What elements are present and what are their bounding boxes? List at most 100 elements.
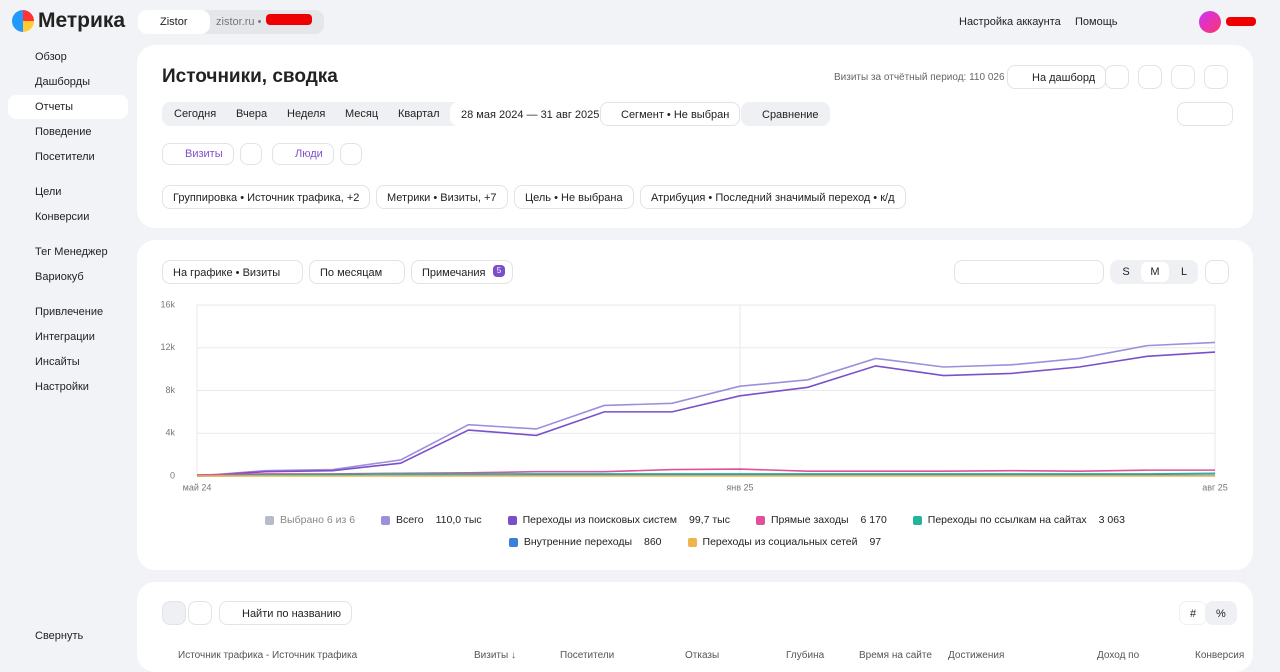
date-range[interactable]: 28 мая 2024 — 31 авг 2025 [450,102,610,126]
legend-label: Переходы из поисковых систем [523,514,677,526]
column-header[interactable]: Глубина [786,650,824,661]
filter[interactable]: Атрибуция • Последний значимый переход •… [640,185,906,209]
y-tick-label: 4k [165,428,175,438]
legend-label: Всего [396,514,424,526]
header-link[interactable]: Настройка аккаунта [959,16,1061,28]
legend-item[interactable]: Всего 110,0 тыс [381,513,482,527]
search[interactable]: Найти по названию [219,601,352,625]
y-tick-label: 16k [160,299,175,309]
period-button[interactable]: Месяц [335,102,388,126]
counter-name: Zistor [160,16,188,28]
export-button[interactable] [1105,65,1129,89]
comparison-button[interactable]: Сравнение [741,102,830,126]
nav-item[interactable]: Цели [8,180,128,204]
link-button[interactable] [1171,65,1195,89]
add-button[interactable] [240,143,262,165]
legend-label: Прямые заходы [771,514,849,526]
logo[interactable]: Метрика [38,9,125,33]
period-button[interactable]: Неделя [277,102,335,126]
avatar[interactable] [1199,11,1221,33]
legend-item[interactable]: Переходы из поисковых систем 99,7 тыс [508,513,730,527]
legend-total: 97 [869,536,881,548]
legend-selected-label: Выбрано 6 из 6 [280,514,355,526]
legend-item[interactable]: Переходы по ссылкам на сайтах 3 063 [913,513,1125,527]
period-button[interactable]: Квартал [388,102,450,126]
nav-item[interactable]: Отчеты [8,95,128,119]
legend-swatch [688,538,697,547]
mode-percent[interactable]: % [1205,601,1237,625]
header-link[interactable]: Помощь [1075,16,1118,28]
settings-badge[interactable]: 100% [1177,102,1233,126]
nav-item[interactable]: Интеграции [8,325,128,349]
legend-total: 99,7 тыс [689,514,730,526]
column-header[interactable]: Визиты ↓ [474,650,516,661]
logo-icon [12,10,34,32]
history-button[interactable] [1138,65,1162,89]
legend-item[interactable]: Переходы из социальных сетей 97 [688,535,882,549]
page: Метрика {"header":{"logo":"Метрика","cou… [0,0,1280,655]
period-button[interactable]: Вчера [226,102,277,126]
mode-count[interactable]: # [1179,601,1207,625]
legend-item[interactable]: Внутренние переходы 860 [509,535,662,549]
report-title: Источники, сводка [162,66,338,88]
redaction [266,14,312,25]
chip[interactable]: Визиты [162,143,234,165]
view-list[interactable] [188,601,212,625]
nav-item[interactable]: Обзор [8,45,128,69]
legend-total: 3 063 [1099,514,1125,526]
legend-checkbox[interactable] [265,516,274,525]
view-tree[interactable] [162,601,186,625]
x-tick-label: янв 25 [726,482,753,492]
legend-swatch [756,516,765,525]
site-name: zistor.ru • [216,16,261,28]
nav-item[interactable]: Вариокуб [8,265,128,289]
add-button[interactable] [340,143,362,165]
column-header[interactable]: Конверсия [1195,650,1244,661]
nav-item[interactable]: Настройки [8,375,128,399]
counter-pill[interactable]: Zistor zistor.ru • [138,10,324,34]
y-tick-label: 0 [170,470,175,480]
root: Метрика Zistor zistor.ru • Настройка акк… [0,0,1280,655]
legend-selected[interactable]: Выбрано 6 из 6 [265,513,355,527]
filter[interactable]: Цель • Не выбрана [514,185,634,209]
nav-item[interactable]: Посетители [8,145,128,169]
column-header[interactable]: Отказы [685,650,719,661]
legend-label: Переходы по ссылкам на сайтах [928,514,1087,526]
collapse[interactable]: Свернуть [8,624,128,648]
chip[interactable]: Люди [272,143,334,165]
filter[interactable]: Группировка • Источник трафика, +2 [162,185,370,209]
nav-item[interactable]: Инсайты [8,350,128,374]
report-panel: Источники, сводка Визиты за отчётный пер… [137,45,1253,228]
nav-item[interactable]: Конверсии [8,205,128,229]
legend-item[interactable]: Прямые заходы 6 170 [756,513,887,527]
more-button[interactable] [1204,65,1228,89]
legend-total: 860 [644,536,662,548]
column-header[interactable]: Время на сайте [859,650,932,661]
legend-total: 110,0 тыс [436,514,482,526]
series-line [197,352,1215,476]
column-header[interactable]: Посетители [560,650,614,661]
segment-button[interactable]: Сегмент • Не выбран [600,102,740,126]
legend-label: Внутренние переходы [524,536,632,548]
dashboard-button[interactable]: На дашборд [1007,65,1106,89]
legend-swatch [381,516,390,525]
nav-item[interactable]: Тег Менеджер [8,240,128,264]
legend-total: 6 170 [861,514,887,526]
redaction [1226,17,1256,26]
x-tick-label: май 24 [183,482,212,492]
x-tick-label: авг 25 [1202,482,1228,492]
legend-label: Переходы из социальных сетей [703,536,858,548]
nav-item[interactable]: Дашборды [8,70,128,94]
column-header[interactable]: Доход по [1097,650,1139,661]
nav-item[interactable]: Поведение [8,120,128,144]
period-button[interactable]: Сегодня [164,102,226,126]
visits-label: Визиты за отчётный период: 110 026 [834,72,1005,83]
nav-item[interactable]: Привлечение [8,300,128,324]
column-header[interactable]: Достижения [948,650,1004,661]
filter[interactable]: Метрики • Визиты, +7 [376,185,508,209]
column-header[interactable]: Источник трафика - Источник трафика [178,650,357,661]
legend: Выбрано 6 из 6 Всего 110,0 тыс Переходы из … [177,513,1213,549]
